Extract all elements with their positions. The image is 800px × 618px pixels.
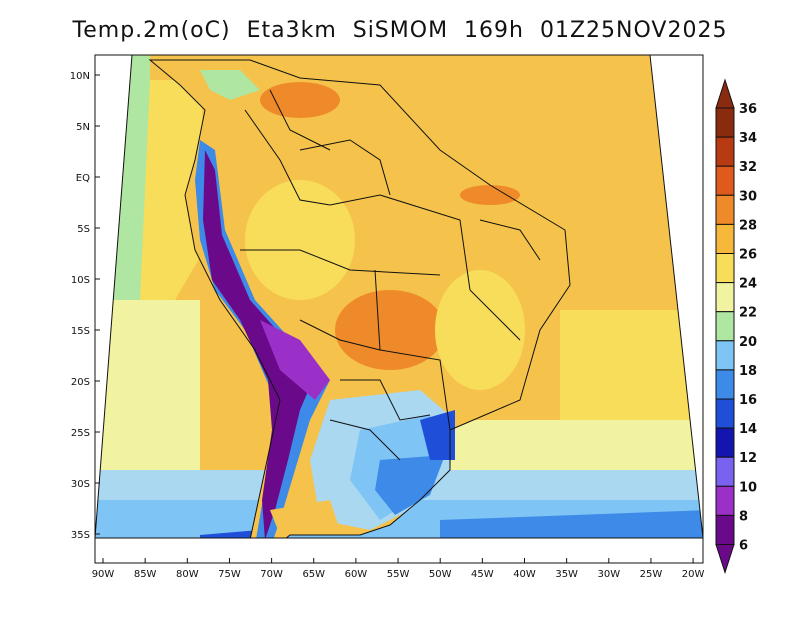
colorbar-max-arrow (715, 78, 735, 109)
lat-tick-label: 20S (71, 377, 90, 388)
lon-tick-label: 30W (597, 569, 620, 580)
lat-tick-label: 35S (71, 530, 90, 541)
colorbar-swatch (715, 485, 735, 516)
colorbar-label: 12 (739, 451, 757, 466)
south-ocean-cold (440, 510, 703, 538)
colorbar-swatch (715, 340, 735, 371)
colorbar-swatch (715, 107, 735, 138)
lat-tick-label: 10N (70, 71, 90, 82)
altiplano-cold (260, 320, 330, 400)
lon-tick-label: 85W (134, 569, 157, 580)
latitude-axis: 10N 5N EQ 5S 10S 15S 20S 25S 30S 35S (70, 71, 100, 541)
colorbar-swatch (715, 456, 735, 487)
colorbar-label: 14 (739, 422, 757, 437)
colorbar-swatch (715, 427, 735, 458)
patagonia-warm-patch (270, 500, 340, 535)
colorbar-swatch (715, 136, 735, 167)
colorbar-label: 8 (739, 509, 748, 524)
lat-tick-label: 5S (77, 224, 90, 235)
colorbar-label: 6 (739, 539, 748, 554)
colorbar-swatch (715, 194, 735, 225)
hot-spot-north (260, 82, 340, 118)
colorbar-swatch (715, 253, 735, 284)
hot-spot-central (335, 290, 445, 370)
lon-tick-label: 35W (555, 569, 578, 580)
lon-tick-label: 20W (682, 569, 705, 580)
colorbar-label: 26 (739, 248, 757, 263)
colorbar-label: 28 (739, 218, 757, 233)
colorbar-min-arrow (715, 544, 735, 575)
lon-tick-label: 75W (218, 569, 241, 580)
lat-tick-label: 10S (71, 275, 90, 286)
lon-tick-label: 60W (345, 569, 368, 580)
lon-tick-label: 45W (471, 569, 494, 580)
lon-tick-label: 70W (260, 569, 283, 580)
lon-tick-label: 40W (513, 569, 536, 580)
hot-spot-coast (460, 185, 520, 205)
colorbar-label: 36 (739, 102, 757, 117)
colorbar-label: 32 (739, 160, 757, 175)
atlantic-mild-area (560, 310, 703, 440)
south-cold-region (375, 455, 445, 515)
inland-mild (435, 270, 525, 390)
colorbar-label: 22 (739, 306, 757, 321)
lon-tick-label: 90W (92, 569, 115, 580)
lat-tick-label: 15S (71, 326, 90, 337)
colorbar-label: 16 (739, 393, 757, 408)
lon-tick-label: 50W (429, 569, 452, 580)
colorbar-swatch (715, 369, 735, 400)
lat-tick-label: 25S (71, 428, 90, 439)
axes-frame (94, 54, 704, 564)
border-lines (148, 59, 571, 538)
colorbar-label: 10 (739, 480, 757, 495)
colorbar-swatch (715, 311, 735, 342)
colorbar-label: 18 (739, 364, 757, 379)
lat-tick-label: 5N (76, 122, 90, 133)
colorbar: 6 8 10 12 14 16 18 20 22 24 26 28 30 32 34 36 (715, 78, 757, 575)
atlantic-south-mild (440, 420, 703, 470)
colorbar-swatch (715, 398, 735, 429)
serra-cold-region (420, 410, 455, 460)
lon-tick-label: 55W (387, 569, 410, 580)
colorbar-label: 30 (739, 189, 757, 204)
colorbar-label: 34 (739, 131, 757, 146)
colorbar-label: 20 (739, 335, 757, 350)
temperature-field (95, 55, 703, 538)
caribbean-mild (200, 70, 260, 100)
colorbar-swatch (715, 514, 735, 546)
colorbar-swatch (715, 223, 735, 254)
pacific-warm-area (140, 80, 210, 300)
lat-tick-label: EQ (76, 173, 90, 184)
colorbar-swatch (715, 165, 735, 196)
map-title: Temp.2m(oC) Eta3km SiSMOM 169h 01Z25NOV2… (72, 18, 728, 43)
lat-tick-label: 30S (71, 479, 90, 490)
lon-tick-label: 25W (640, 569, 663, 580)
amazon-mild (245, 180, 355, 300)
andes-coldest-band (203, 150, 315, 538)
lon-tick-label: 80W (176, 569, 199, 580)
lon-tick-label: 65W (302, 569, 325, 580)
longitude-axis: 90W 85W 80W 75W 70W 65W 60W 55W 50W 45W 40W 35W 30W 2… (92, 558, 705, 580)
colorbar-label: 24 (739, 277, 757, 292)
colorbar-swatch (715, 282, 735, 313)
